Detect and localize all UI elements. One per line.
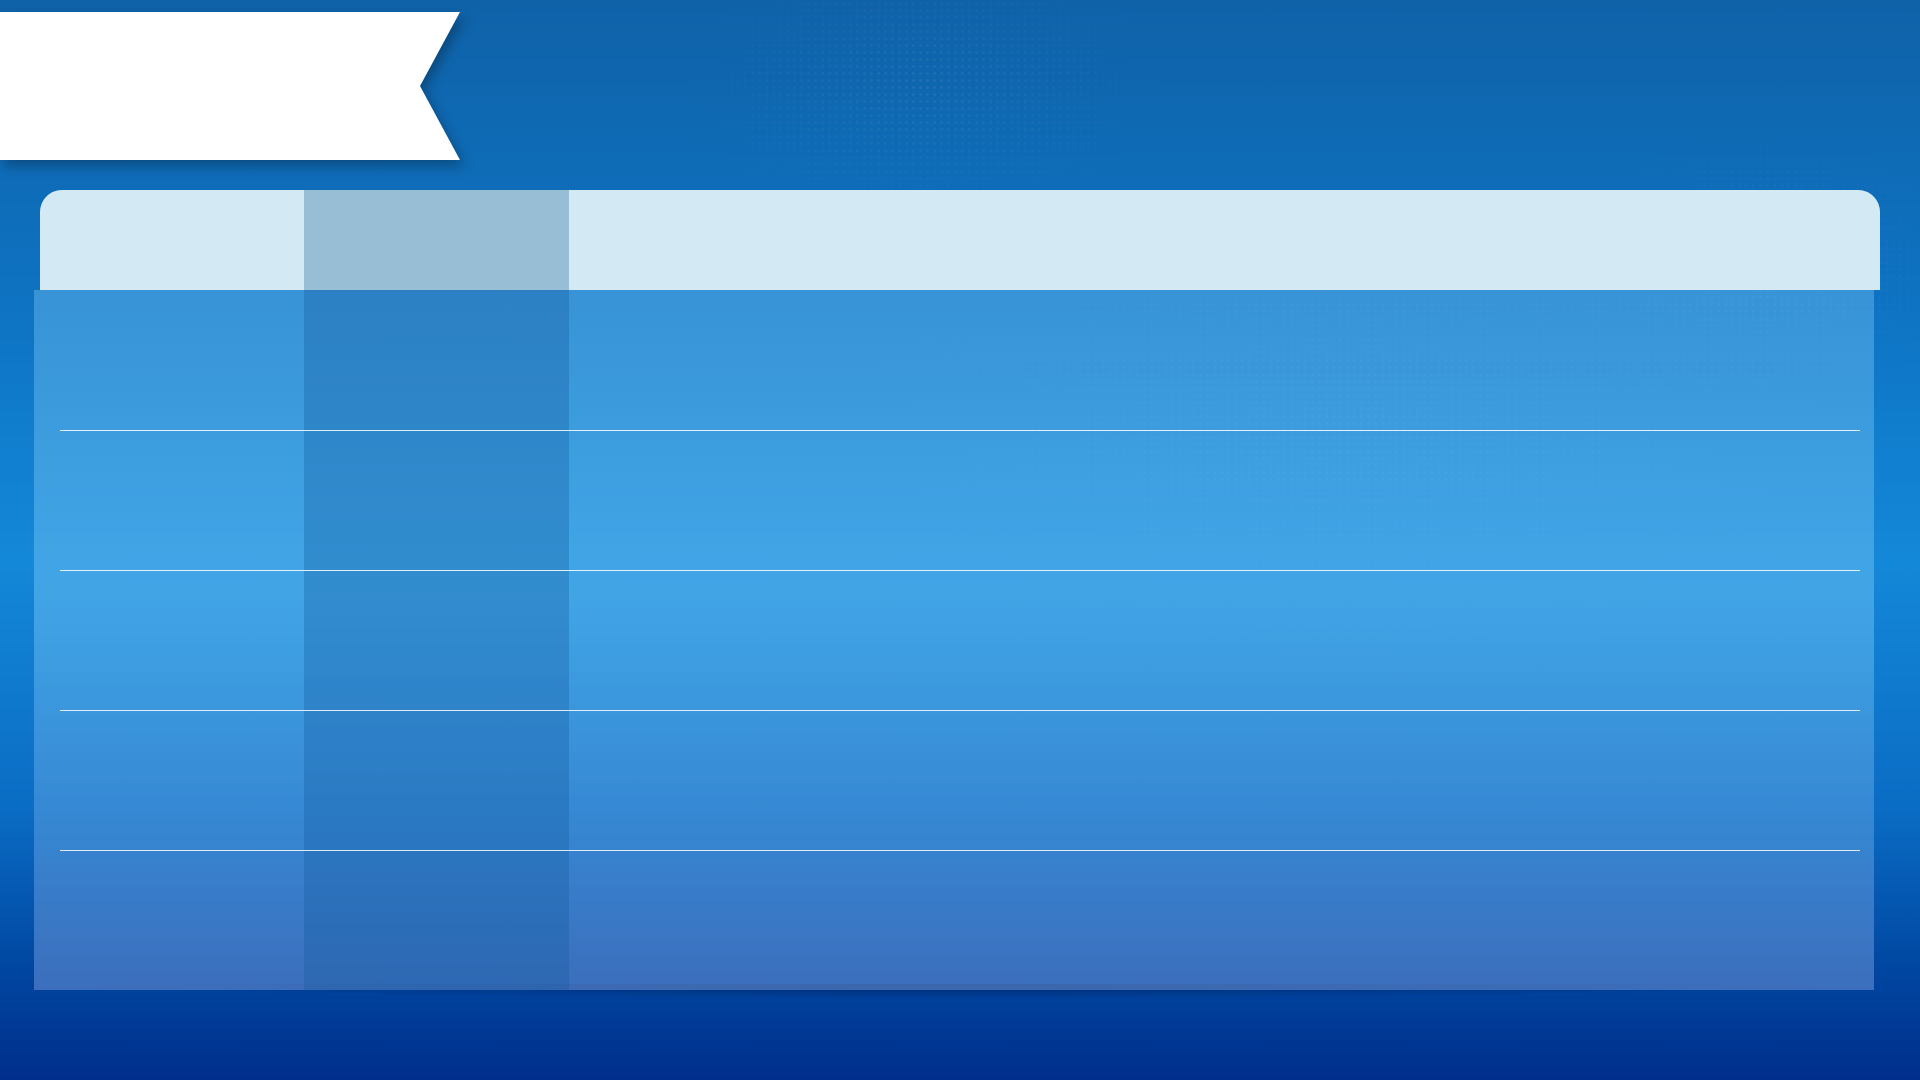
header-accent-column — [304, 190, 569, 290]
table-cell — [590, 570, 1850, 710]
table-cell — [60, 570, 290, 710]
header-cell-3 — [590, 190, 1850, 290]
table-cell — [590, 850, 1850, 990]
table-cell — [324, 430, 554, 570]
table-cell — [590, 290, 1850, 430]
table-cell — [324, 710, 554, 850]
table-body — [34, 290, 1874, 990]
table-cell — [324, 290, 554, 430]
header-cell-2 — [324, 190, 554, 290]
row-divider — [60, 430, 1860, 431]
header-cell-1 — [60, 190, 290, 290]
row-divider — [60, 710, 1860, 711]
body-accent-column — [304, 290, 569, 990]
table-cell — [324, 570, 554, 710]
table-cell — [60, 290, 290, 430]
title-banner — [0, 12, 460, 160]
table-cell — [60, 430, 290, 570]
table-cell — [60, 850, 290, 990]
row-divider — [60, 570, 1860, 571]
table-cell — [60, 710, 290, 850]
table-header-row — [40, 190, 1880, 290]
table-cell — [590, 710, 1850, 850]
row-divider — [60, 850, 1860, 851]
data-table — [34, 190, 1880, 1008]
table-cell — [590, 430, 1850, 570]
table-cell — [324, 850, 554, 990]
slide-title — [30, 12, 390, 160]
